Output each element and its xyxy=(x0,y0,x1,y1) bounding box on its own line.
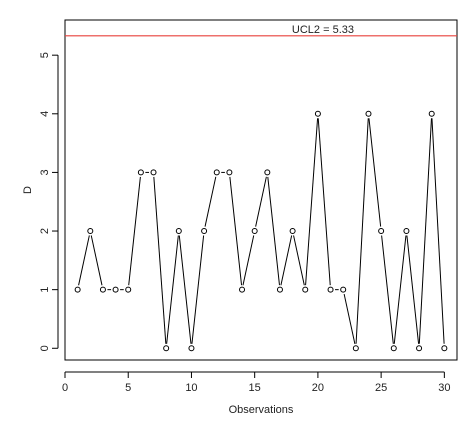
data-point xyxy=(264,169,271,176)
data-point xyxy=(314,110,321,117)
data-point xyxy=(175,228,182,235)
series-segment xyxy=(229,176,243,286)
y-tick-label: 5 xyxy=(39,52,51,58)
data-point xyxy=(150,169,157,176)
series-segment xyxy=(293,235,305,286)
data-point xyxy=(352,345,359,352)
data-point xyxy=(239,286,246,293)
plot-frame xyxy=(64,19,458,361)
x-axis-title: Observations xyxy=(229,404,294,416)
series-segment xyxy=(381,235,394,344)
data-point xyxy=(276,286,283,293)
series-segment xyxy=(418,118,432,344)
ucl-label: UCL2 = 5.33 xyxy=(292,24,354,36)
data-point xyxy=(99,286,106,293)
data-point xyxy=(163,345,170,352)
data-point xyxy=(327,286,334,293)
x-tick-label: 25 xyxy=(375,382,387,394)
y-axis: 0 1 2 3 4 5 xyxy=(39,52,59,351)
x-axis: 0 5 10 15 20 25 30 xyxy=(62,371,450,394)
x-tick-label: 15 xyxy=(249,382,261,394)
data-point xyxy=(251,228,258,235)
data-point xyxy=(201,228,208,235)
data-point xyxy=(188,345,195,352)
series-segment xyxy=(204,176,217,227)
reference-lines: UCL2 = 5.33 xyxy=(65,24,457,37)
x-tick-label: 5 xyxy=(125,382,131,394)
y-tick-label: 1 xyxy=(39,287,51,293)
series-segment xyxy=(431,118,445,344)
y-tick-label: 0 xyxy=(39,345,51,351)
series-segment xyxy=(255,176,267,227)
data-point xyxy=(289,228,296,235)
series-segment xyxy=(368,118,382,227)
data-point xyxy=(112,286,119,293)
data-point xyxy=(365,110,372,117)
data-point xyxy=(441,345,448,352)
series-segment xyxy=(128,176,141,286)
x-tick-label: 20 xyxy=(312,382,324,394)
series-segment xyxy=(317,118,331,286)
y-tick-label: 4 xyxy=(39,111,51,117)
data-point xyxy=(416,345,423,352)
data-point xyxy=(340,286,347,293)
series-segment xyxy=(393,235,407,344)
series-segment xyxy=(242,235,255,286)
data-point xyxy=(74,286,81,293)
data-point xyxy=(390,345,397,352)
data-point xyxy=(125,286,132,293)
series-segment xyxy=(78,235,90,286)
series-segment xyxy=(406,235,420,344)
data-point xyxy=(213,169,220,176)
series-segment xyxy=(153,176,167,344)
series-segment xyxy=(305,118,319,286)
y-tick-label: 2 xyxy=(39,228,51,234)
series-segment xyxy=(191,235,205,344)
y-axis-title: D xyxy=(22,186,34,194)
data-point xyxy=(226,169,233,176)
series-segment xyxy=(178,235,192,344)
data-point xyxy=(378,228,385,235)
series-segment xyxy=(166,235,179,344)
data-point xyxy=(428,110,435,117)
series-segment xyxy=(267,176,280,286)
x-tick-label: 0 xyxy=(62,382,68,394)
series-segment xyxy=(280,235,293,286)
x-tick-label: 30 xyxy=(438,382,450,394)
series-segment xyxy=(90,235,103,286)
data-point xyxy=(137,169,144,176)
data-point xyxy=(302,286,309,293)
y-tick-label: 3 xyxy=(39,169,51,175)
data-point xyxy=(87,228,94,235)
x-tick-label: 10 xyxy=(185,382,197,394)
data-point xyxy=(403,228,410,235)
data-series xyxy=(74,110,448,352)
series-segment xyxy=(343,293,356,344)
series-segment xyxy=(355,118,369,344)
